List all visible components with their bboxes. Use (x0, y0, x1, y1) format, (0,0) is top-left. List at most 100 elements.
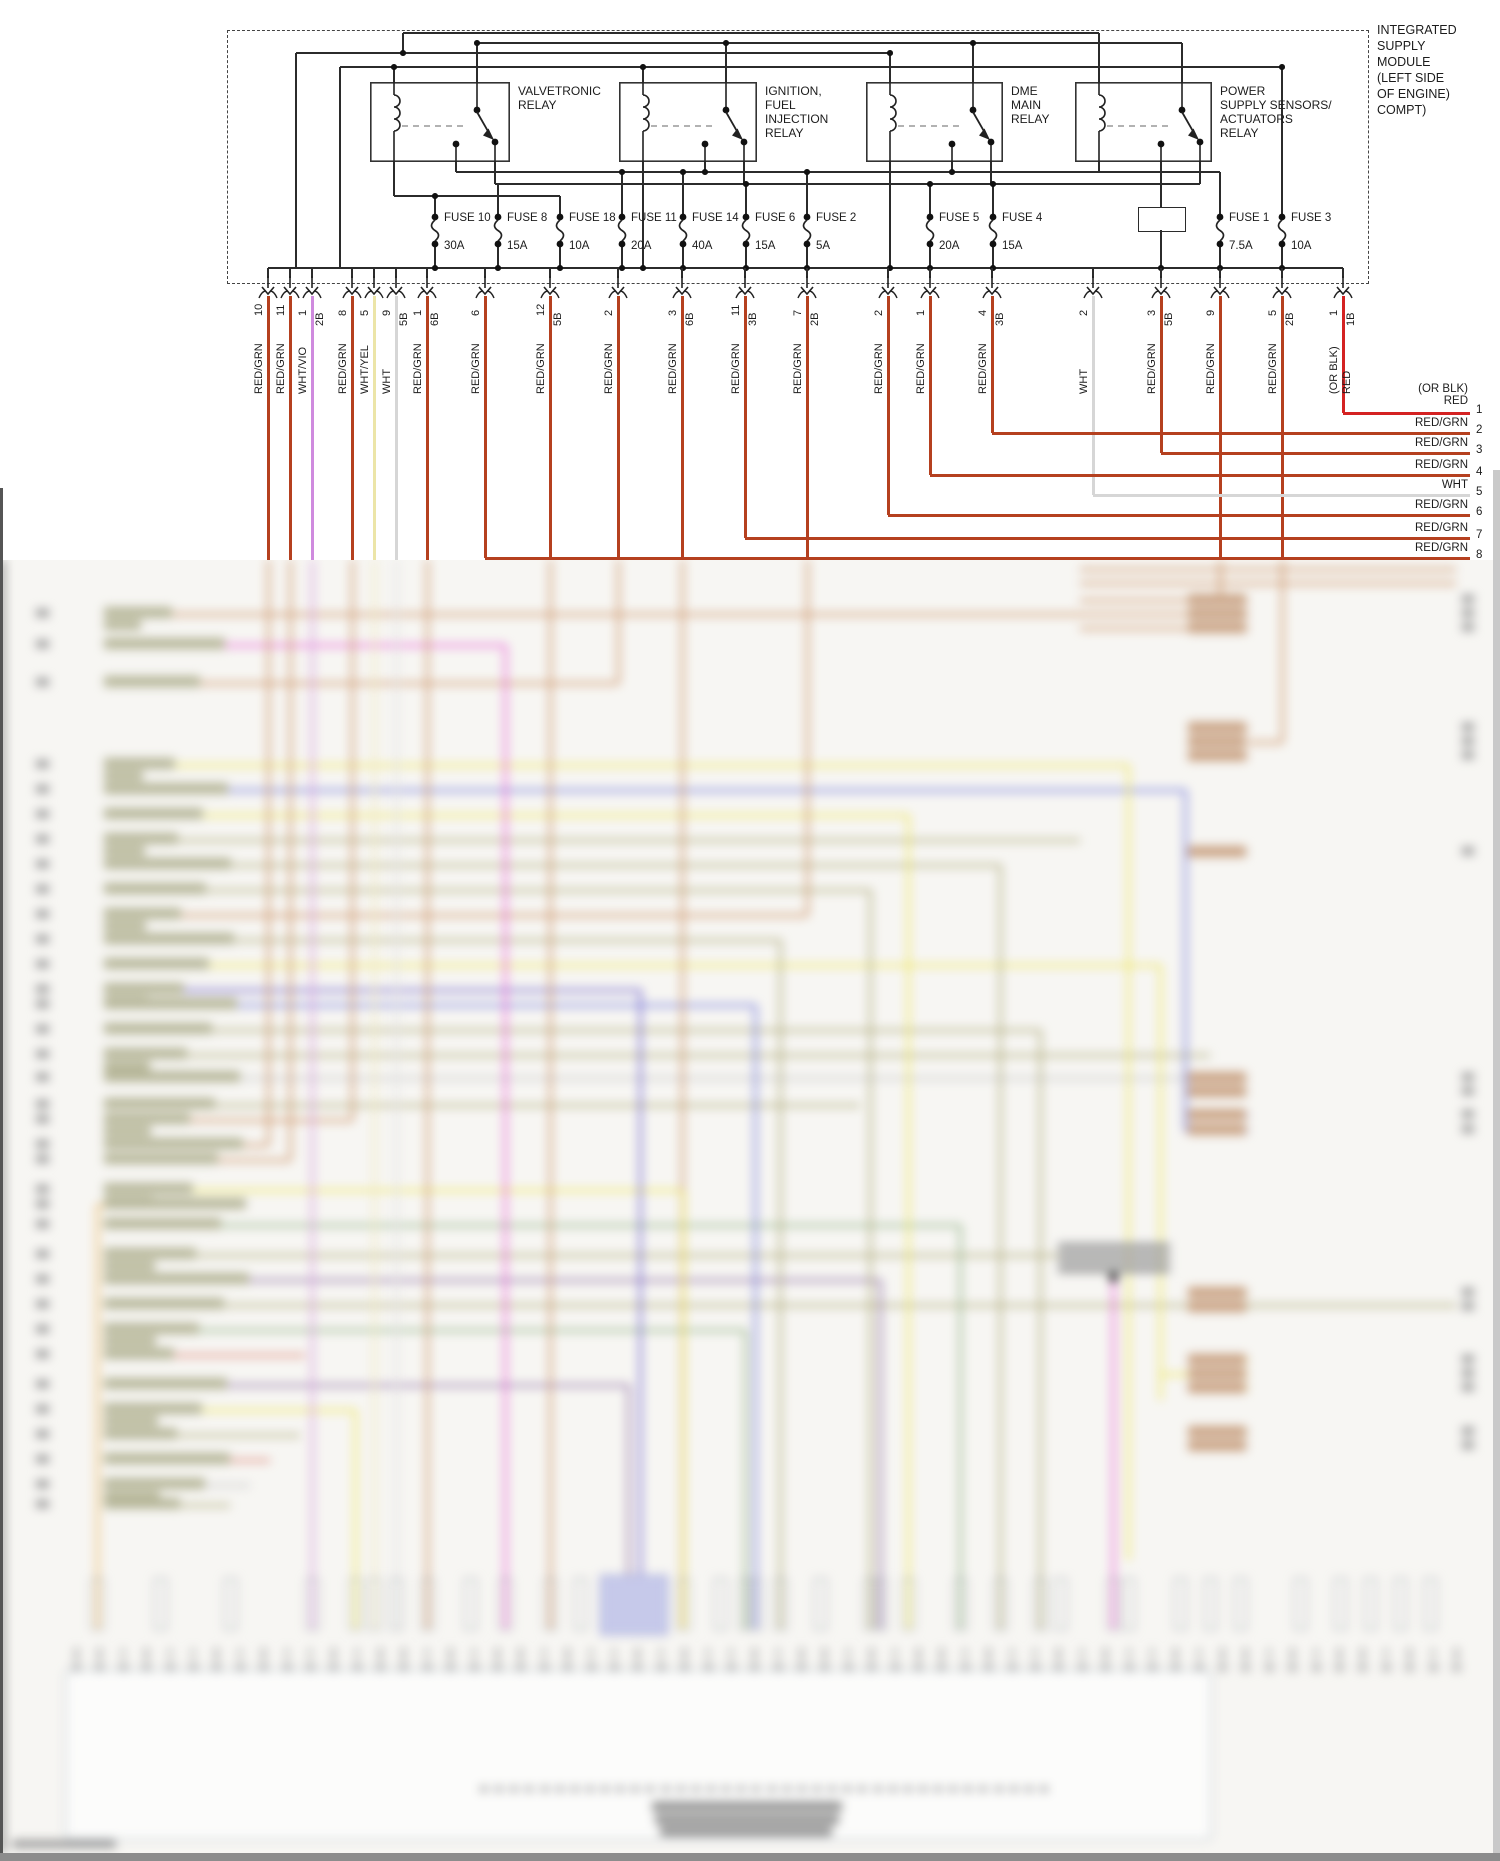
tick-number-blob (633, 1664, 643, 1671)
blur-label-block (104, 908, 181, 919)
blur-label-block (104, 638, 225, 649)
connector-box (1121, 1578, 1135, 1630)
connector-box (153, 1578, 167, 1630)
fuse-amps: 15A (755, 240, 776, 252)
tick-number-blob (352, 1664, 362, 1671)
blur-pin-blob (36, 609, 49, 617)
output-stub (744, 268, 746, 278)
connector-arrow-icon (1210, 276, 1230, 299)
tick-number-blob (563, 1664, 573, 1671)
bus-line (743, 162, 745, 184)
connector-box (953, 1578, 967, 1630)
blur-right-label-block (1188, 1354, 1246, 1365)
connector-box (1293, 1578, 1307, 1630)
blur-right-label-block (1188, 594, 1246, 605)
connector-box (420, 1578, 434, 1630)
bus-line (402, 33, 404, 53)
dme-pin-blob (676, 1786, 685, 1792)
output-wire (425, 296, 429, 560)
blur-pin-blob (36, 1250, 49, 1258)
output-stub (887, 268, 889, 278)
junction-dot (1158, 265, 1164, 271)
connector-arrow-icon (364, 276, 384, 299)
tick-number-blob (820, 1664, 830, 1671)
blur-label-block (104, 1378, 227, 1389)
blur-label-block (104, 676, 200, 687)
tick-number-blob (1428, 1664, 1438, 1671)
tick-mark (1431, 1648, 1435, 1660)
connector-tag: 5B (1163, 312, 1175, 326)
tick-number-blob (890, 1664, 900, 1671)
fuse-amps: 10A (1291, 240, 1312, 252)
dme-pin-blob (858, 1786, 867, 1792)
blur-label-block (104, 1153, 218, 1164)
dme-pin-blob (918, 1786, 927, 1792)
output-stub (1219, 268, 1221, 278)
blur-right-label-block (1188, 608, 1246, 619)
bus-line (725, 43, 727, 82)
bus-line (296, 52, 890, 54)
output-wire (310, 296, 314, 560)
blur-label-block (104, 858, 231, 869)
blur-wire (778, 940, 782, 1630)
blur-right-number-blob (1462, 737, 1474, 745)
relay-label: RELAY (518, 98, 557, 112)
tick-mark (168, 1648, 172, 1660)
blur-right-label-block (1188, 1124, 1246, 1135)
junction-dot (743, 265, 749, 271)
tick-mark (729, 1648, 733, 1660)
connector-tag: 5B (552, 312, 564, 326)
blur-right-label-block (1188, 736, 1246, 747)
module-title-line: (LEFT SIDE (1377, 71, 1445, 85)
tick-mark (1174, 1648, 1177, 1660)
blur-pin-blob (36, 985, 49, 993)
fuse-symbol (678, 213, 688, 248)
blurred-lower-diagram-region (0, 560, 1500, 1853)
tick-number-blob (165, 1664, 175, 1671)
connector-box (1203, 1578, 1217, 1630)
blur-right-number-blob (1462, 1302, 1474, 1310)
blur-right-label-block (1188, 1301, 1246, 1312)
blur-pin-blob (36, 1500, 49, 1508)
output-stub (549, 268, 551, 278)
right-output-number: 3 (1476, 444, 1483, 456)
blur-right-number-blob (1462, 1073, 1474, 1081)
blur-wire (906, 815, 910, 1630)
dme-pin-blob (828, 1786, 837, 1792)
connector-tag: 6B (684, 312, 696, 326)
blur-wire (1080, 598, 1215, 602)
blur-pin-blob (36, 935, 49, 943)
connector-box (305, 1578, 319, 1630)
dme-pin-blob (601, 1786, 610, 1792)
tick-mark (121, 1648, 125, 1660)
blur-wire (548, 560, 552, 1630)
connector-box (1233, 1578, 1247, 1630)
blur-label-block (104, 771, 144, 781)
pin-number: 11 (275, 304, 287, 316)
blur-wire (1158, 965, 1162, 1400)
tick-mark (145, 1648, 148, 1660)
pin-number: 9 (381, 309, 393, 316)
blur-pin-blob (36, 760, 49, 768)
tick-number-blob (1241, 1664, 1251, 1671)
blur-wire (130, 863, 1000, 867)
relay-label: IGNITION, (765, 84, 822, 98)
tick-number-blob (446, 1664, 456, 1671)
bus-line (1098, 33, 1100, 82)
pin-number: 1 (412, 309, 424, 316)
blur-label-block (104, 1198, 246, 1209)
dme-pin-blob (843, 1786, 852, 1792)
dme-pin-blob (555, 1786, 564, 1792)
integrated-supply-module-schematic: INTEGRATED SUPPLY MODULE (LEFT SIDE OF E… (0, 0, 1500, 561)
fuse-symbol (741, 213, 751, 248)
blur-right-number-blob (1462, 751, 1474, 759)
blur-pin-blob (36, 1025, 49, 1033)
blur-pin-blob (36, 678, 49, 686)
dme-pin-blob (510, 1786, 519, 1792)
pin-number: 2 (603, 309, 615, 316)
blur-label-block (104, 1273, 249, 1284)
right-output-wire (930, 473, 1470, 477)
wire-color-label: RED/GRN (535, 343, 547, 394)
module-title-line: SUPPLY (1377, 39, 1426, 53)
